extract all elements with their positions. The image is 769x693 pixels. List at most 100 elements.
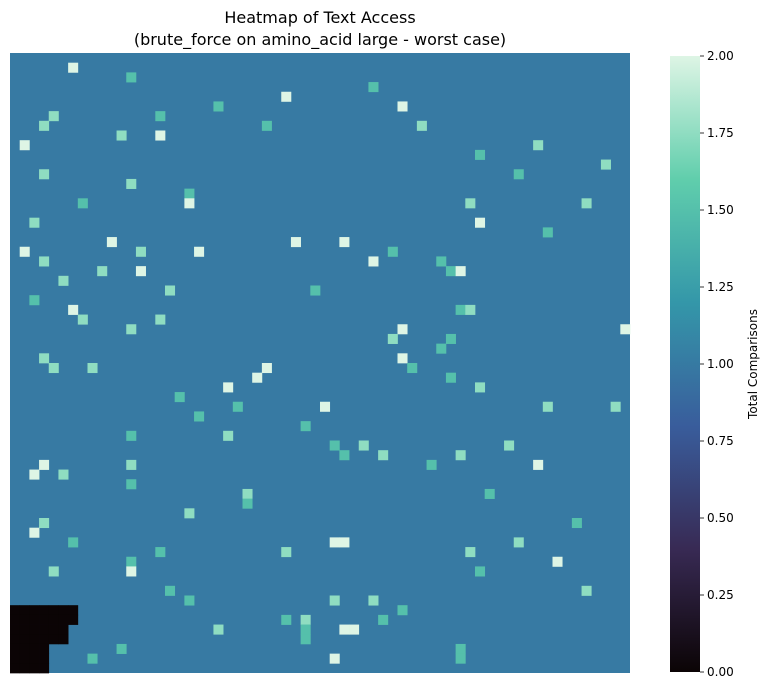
heatmap-cell: [29, 634, 40, 645]
heatmap-cell: [620, 324, 631, 335]
heatmap-cell: [484, 488, 495, 499]
heatmap-cell: [135, 246, 146, 257]
heatmap-cell: [126, 479, 137, 490]
heatmap-cell: [475, 217, 486, 228]
heatmap-cell: [397, 605, 408, 616]
heatmap-cell: [571, 518, 582, 529]
heatmap-cell: [455, 653, 466, 664]
heatmap-cell: [68, 537, 79, 548]
heatmap-cell: [58, 275, 69, 286]
heatmap-cell: [378, 450, 389, 461]
heatmap-cell: [223, 430, 234, 441]
heatmap-cell: [126, 72, 137, 83]
heatmap-cell: [349, 624, 360, 635]
heatmap-cell: [329, 440, 340, 451]
heatmap-cell: [397, 324, 408, 335]
heatmap-cell: [68, 614, 79, 625]
heatmap-cell: [397, 353, 408, 364]
heatmap-cell: [29, 295, 40, 306]
heatmap-cell: [504, 440, 515, 451]
heatmap-cell: [465, 304, 476, 315]
heatmap-cell: [39, 169, 50, 180]
colorbar-tick-label: 1.50: [707, 203, 734, 217]
heatmap-cell: [533, 459, 544, 470]
heatmap-cell: [542, 227, 553, 238]
heatmap-cell: [281, 614, 292, 625]
heatmap-cell: [58, 624, 69, 635]
colorbar-tick-label: 1.25: [707, 280, 734, 294]
heatmap-cell: [358, 440, 369, 451]
heatmap-cell: [29, 614, 40, 625]
heatmap-cell: [68, 605, 79, 616]
heatmap-cell: [194, 411, 205, 422]
heatmap-cell: [48, 363, 59, 374]
chart-title: Heatmap of Text Access: [224, 8, 415, 27]
heatmap-cell: [339, 450, 350, 461]
heatmap-cell: [48, 111, 59, 122]
heatmap-cell: [29, 217, 40, 228]
heatmap-cell: [213, 101, 224, 112]
heatmap-cell: [106, 237, 117, 248]
heatmap-cell: [19, 605, 30, 616]
heatmap-cell: [19, 634, 30, 645]
heatmap-cell: [300, 624, 311, 635]
heatmap-cell: [19, 653, 30, 664]
colorbar-ticks: 0.00 0.25 0.50 0.75 1.00 1.25 1.50 1.75 2.00: [700, 49, 734, 679]
heatmap-cell: [610, 401, 621, 412]
heatmap-cell: [329, 653, 340, 664]
heatmap-cell: [174, 392, 185, 403]
heatmap-cell: [58, 634, 69, 645]
heatmap-cell: [29, 663, 40, 674]
heatmap-cell: [232, 401, 243, 412]
heatmap-cell: [339, 624, 350, 635]
heatmap-cell: [155, 130, 166, 141]
heatmap-cell: [184, 198, 195, 209]
heatmap-cell: [29, 469, 40, 480]
heatmap-cell: [87, 363, 98, 374]
heatmap-cell: [252, 372, 263, 383]
heatmap-cell: [475, 149, 486, 160]
heatmap-cell: [19, 663, 30, 674]
heatmap-cell: [300, 614, 311, 625]
heatmap-cell: [126, 178, 137, 189]
heatmap-cell: [39, 518, 50, 529]
heatmap-cell: [48, 624, 59, 635]
heatmap-cell: [39, 663, 50, 674]
colorbar-tick-label: 0.75: [707, 434, 734, 448]
heatmap-cell: [77, 314, 88, 325]
heatmap-cell: [126, 556, 137, 567]
heatmap-cell: [339, 537, 350, 548]
heatmap-cell: [397, 101, 408, 112]
heatmap-background: [10, 53, 630, 673]
heatmap-cell: [445, 372, 456, 383]
heatmap-cell: [116, 643, 127, 654]
heatmap-cell: [281, 547, 292, 558]
heatmap-cell: [135, 266, 146, 277]
heatmap-cell: [10, 643, 21, 654]
heatmap-cell: [194, 246, 205, 257]
heatmap-cell: [475, 382, 486, 393]
heatmap-cell: [436, 343, 447, 354]
heatmap-cell: [165, 285, 176, 296]
colorbar-tick-label: 2.00: [707, 49, 734, 63]
heatmap-cell: [445, 333, 456, 344]
heatmap-cell: [10, 663, 21, 674]
heatmap-cell: [58, 469, 69, 480]
heatmap-cell: [261, 120, 272, 131]
heatmap-cell: [281, 91, 292, 102]
heatmap-cell: [290, 237, 301, 248]
heatmap-cell: [77, 198, 88, 209]
heatmap-cell: [552, 556, 563, 567]
heatmap-cell: [29, 643, 40, 654]
heatmap-cell: [19, 246, 30, 257]
heatmap-cell: [339, 237, 350, 248]
heatmap-cell: [475, 566, 486, 577]
heatmap-cell: [29, 624, 40, 635]
heatmap-cell: [455, 304, 466, 315]
heatmap-cell: [126, 324, 137, 335]
heatmap-cell: [39, 459, 50, 470]
heatmap-cell: [68, 62, 79, 73]
heatmap-cell: [223, 382, 234, 393]
heatmap-cell: [261, 363, 272, 374]
